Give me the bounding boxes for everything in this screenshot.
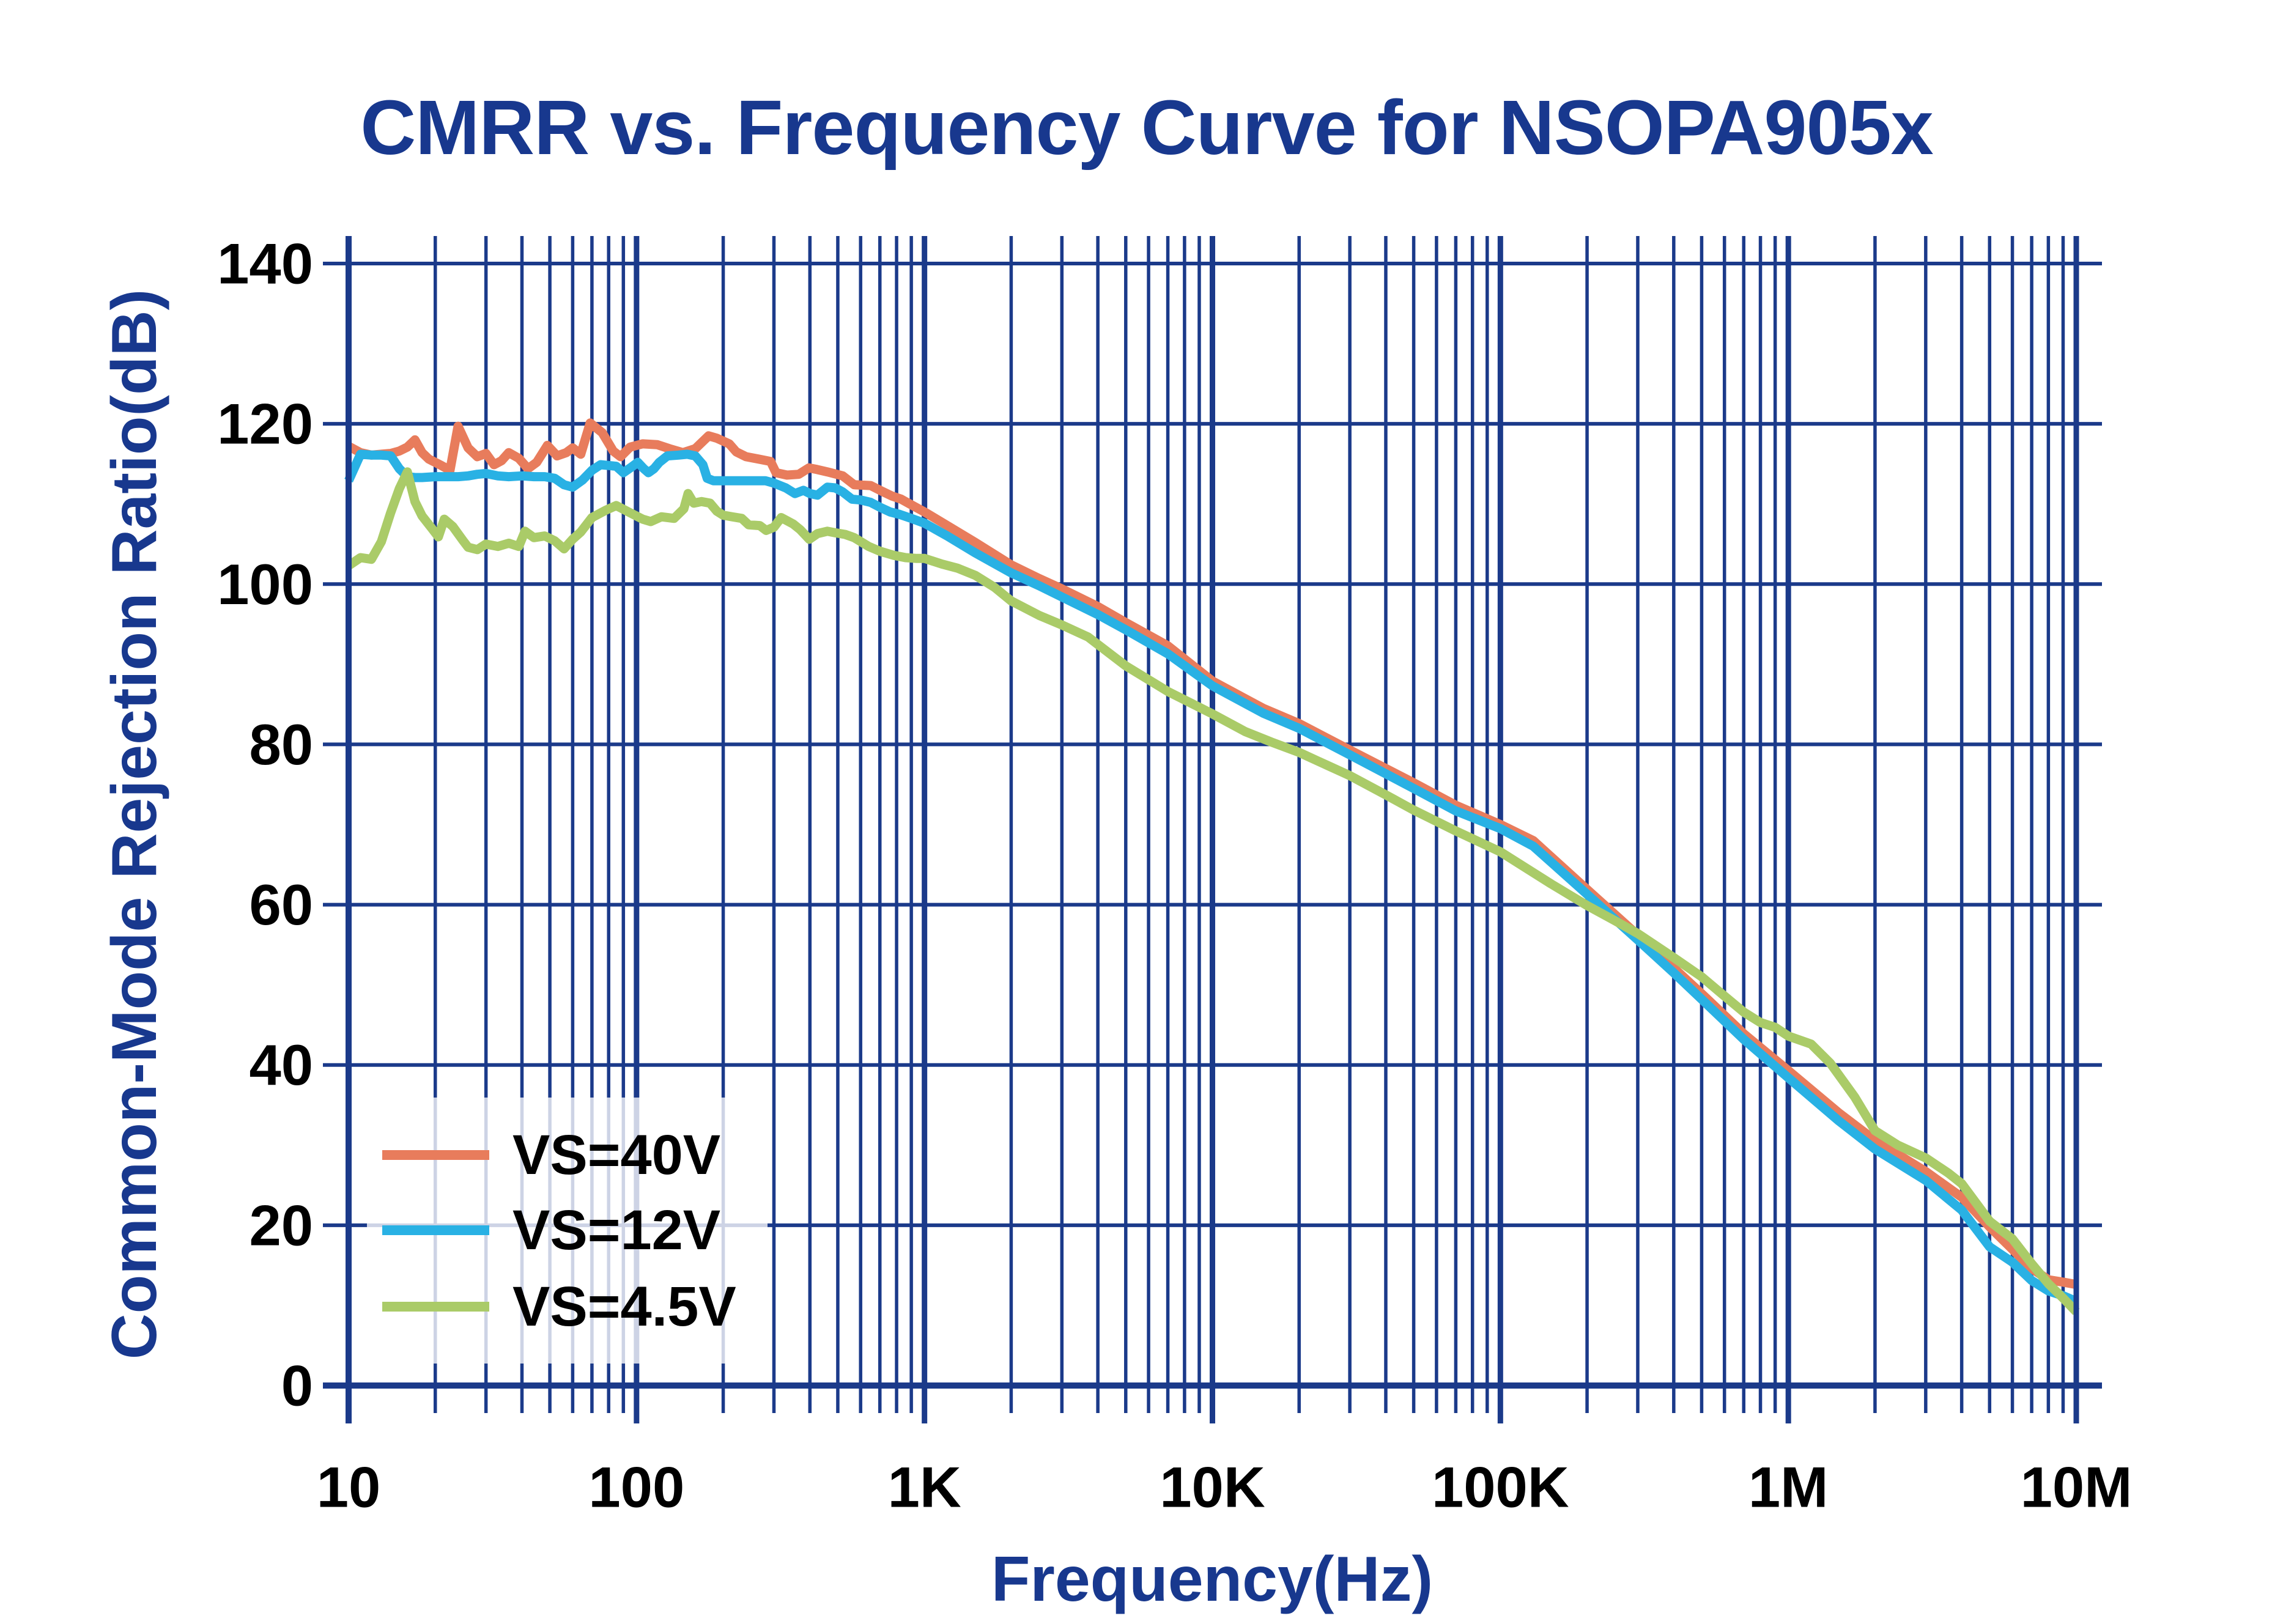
- series-line-vs-12v: [344, 449, 2078, 1306]
- x-tick-label: 100K: [1432, 1455, 1569, 1519]
- x-axis-tick-labels: 10 100 1K 10K 100K 1M 10M: [317, 1455, 2133, 1519]
- y-tick-label: 60: [249, 873, 313, 937]
- x-tick-label: 1K: [888, 1455, 961, 1519]
- x-tick-label: 10K: [1160, 1455, 1265, 1519]
- x-axis-title: Frequency(Hz): [991, 1544, 1433, 1615]
- y-tick-label: 120: [217, 392, 313, 456]
- legend-item-vs-12v: VS=12V: [382, 1199, 720, 1261]
- chart-title: CMRR vs. Frequency Curve for NSOPA905x: [360, 84, 1933, 171]
- y-axis-title: Common-Mode Rejection Ratio(dB): [99, 289, 170, 1360]
- x-tick-label: 10M: [2021, 1455, 2133, 1519]
- legend-label: VS=4.5V: [512, 1275, 736, 1338]
- y-tick-label: 140: [217, 232, 313, 296]
- legend-item-vs-4-5v: VS=4.5V: [382, 1275, 736, 1338]
- y-tick-label: 100: [217, 552, 313, 616]
- y-axis-tick-labels: 0 20 40 60 80 100 120 140: [217, 232, 313, 1418]
- y-tick-label: 80: [249, 712, 313, 777]
- grid-layer: [323, 236, 2102, 1423]
- legend-item-vs-40v: VS=40V: [382, 1124, 720, 1186]
- x-tick-label: 10: [317, 1455, 381, 1519]
- y-tick-label: 0: [281, 1354, 313, 1418]
- y-tick-label: 20: [249, 1193, 313, 1257]
- legend-label: VS=40V: [512, 1124, 720, 1186]
- curves-layer: [344, 418, 2080, 1315]
- plot-frame: [323, 236, 2102, 1423]
- y-tick-label: 40: [249, 1033, 313, 1097]
- legend-items: VS=40V VS=12V VS=4.5V: [382, 1124, 736, 1338]
- series-line-vs-4-5v: [346, 467, 2080, 1315]
- x-tick-label: 100: [588, 1455, 684, 1519]
- legend-label: VS=12V: [512, 1199, 720, 1261]
- x-tick-label: 1M: [1748, 1455, 1829, 1519]
